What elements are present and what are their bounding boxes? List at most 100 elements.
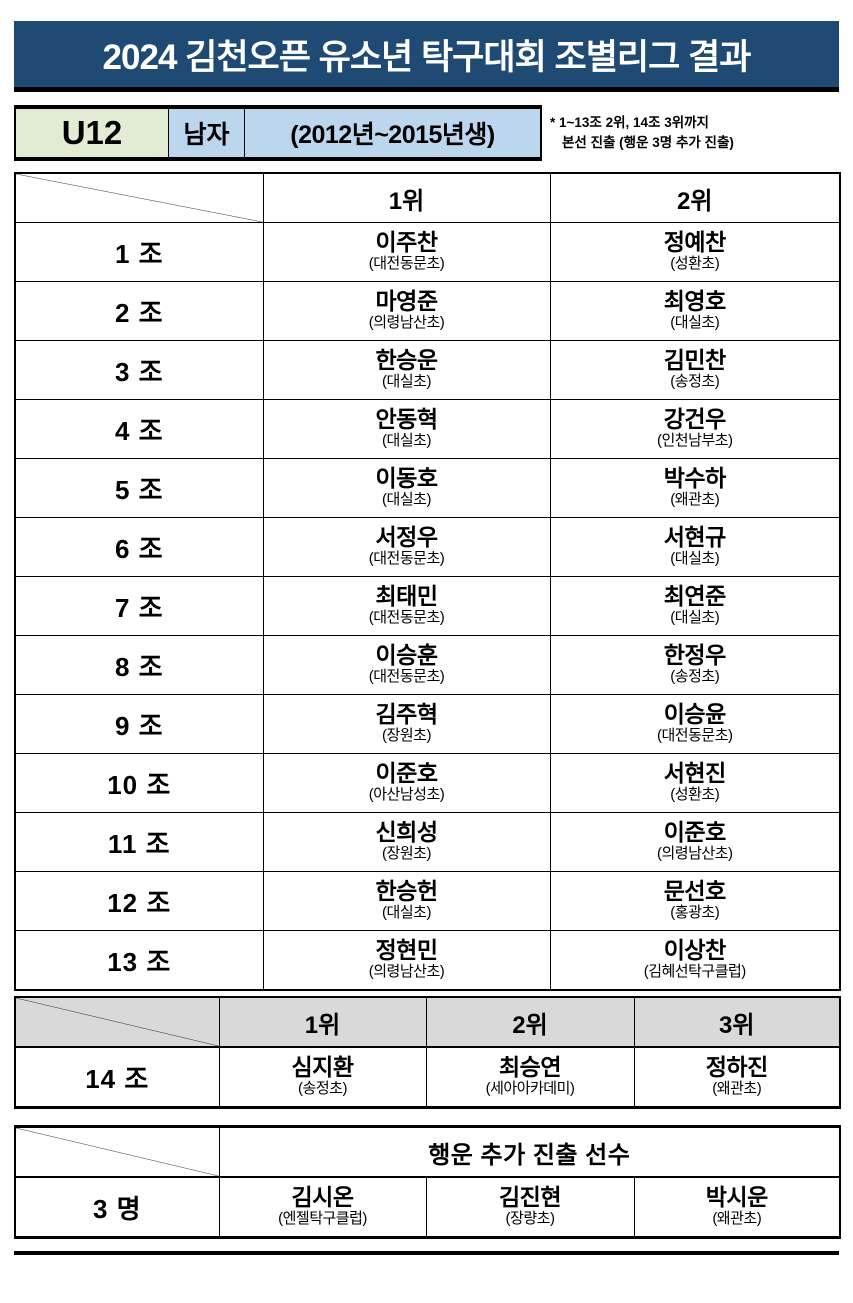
player-name: 이승훈 (375, 642, 438, 669)
qualification-note-line2: 본선 진출 (행운 3명 추가 진출) (562, 135, 734, 150)
player-name: 이승윤 (663, 701, 726, 728)
player-name: 문선호 (663, 878, 726, 905)
table-row: 14 조 심지환 (송정초) 최승연 (세아아카데미) 정하진 (왜관초) (14, 1046, 841, 1109)
gender-label: 남자 (169, 105, 245, 161)
column-header-rank-2: 2위 (549, 172, 841, 223)
rank-2-player: 강건우 (인천남부초) (549, 399, 841, 459)
player-entry: 한승헌 (대실초) (264, 876, 550, 926)
group-label-13: 13 조 (14, 930, 264, 991)
table-header-row: 1위 2위 (14, 172, 841, 223)
qualification-note: * 1~13조 2위, 14조 3위까지 본선 진출 (행운 3명 추가 진출) (542, 105, 839, 161)
rank-3-player: 정하진 (왜관초) (633, 1046, 841, 1109)
player-entry: 정현민 (의령남산초) (264, 935, 550, 985)
player-entry: 이승훈 (대전동문초) (264, 640, 550, 690)
group14-results-table: 1위 2위 3위 14 조 심지환 (송정초) 최승연 (세아아카데미) 정하진 (왜관초) (14, 996, 841, 1109)
table-row: 7 조 최태민 (대전동문초) 최연준 (대실초) (14, 576, 841, 636)
rank-2-player: 한정우 (송정초) (549, 635, 841, 695)
rank-1-player: 이주찬 (대전동문초) (262, 222, 551, 282)
player-entry: 이준호 (의령남산초) (551, 817, 840, 867)
table-row: 6 조 서정우 (대전동문초) 서현규 (대실초) (14, 517, 841, 577)
player-club: (엔젤탁구클럽) (278, 1210, 367, 1228)
rank-1-player: 김주혁 (장원초) (262, 694, 551, 754)
player-name: 김시온 (291, 1184, 354, 1211)
diagonal-line-icon (16, 174, 263, 222)
table-row: 9 조 김주혁 (장원초) 이승윤 (대전동문초) (14, 694, 841, 754)
player-entry: 이준호 (아산남성초) (264, 758, 550, 808)
player-name: 마영준 (375, 288, 438, 315)
group-label-4: 4 조 (14, 399, 264, 459)
player-entry: 이상찬 (김혜선탁구클럽) (551, 935, 840, 985)
player-entry: 서현진 (성환초) (551, 758, 840, 808)
column-header-rank-3: 3위 (633, 996, 841, 1048)
rank-2-player: 이상찬 (김혜선탁구클럽) (549, 930, 841, 991)
rank-1-player: 서정우 (대전동문초) (262, 517, 551, 577)
lucky-qualifiers-header-label: 행운 추가 진출 선수 (218, 1125, 842, 1178)
player-name: 한정우 (663, 642, 726, 669)
rank-2-player: 정예찬 (성환초) (549, 222, 841, 282)
player-club: (대실초) (670, 609, 720, 627)
player-club: (대전동문초) (368, 255, 445, 273)
lucky-qualifiers-body: 행운 추가 진출 선수 3 명 김시온 (엔젤탁구클럽) 김진현 (장량초) 박시운 (왜관초… (14, 1125, 842, 1239)
column-header-rank-1: 1위 (262, 172, 551, 223)
rank-1-player: 한승헌 (대실초) (262, 871, 551, 931)
player-entry: 한정우 (송정초) (551, 640, 840, 690)
player-name: 서현규 (663, 524, 726, 551)
player-entry: 정예찬 (성환초) (551, 227, 840, 277)
player-name: 심지환 (291, 1054, 354, 1081)
group14-header-row: 1위 2위 3위 (14, 996, 841, 1048)
rank-2-player: 이준호 (의령남산초) (549, 812, 841, 872)
rank-1-player: 이승훈 (대전동문초) (262, 635, 551, 695)
lucky-count-label: 3 명 (14, 1176, 220, 1239)
player-entry: 신희성 (장원초) (264, 817, 550, 867)
group14-results-body: 1위 2위 3위 14 조 심지환 (송정초) 최승연 (세아아카데미) 정하진 (왜관초) (14, 996, 841, 1109)
diagonal-line-icon (16, 1128, 219, 1176)
player-entry: 박시운 (왜관초) (635, 1182, 840, 1232)
rank-1-player: 마영준 (의령남산초) (262, 281, 551, 341)
table-row: 3 명 김시온 (엔젤탁구클럽) 김진현 (장량초) 박시운 (왜관초) (14, 1176, 842, 1239)
player-entry: 김진현 (장량초) (427, 1182, 634, 1232)
player-entry: 이동호 (대실초) (264, 463, 550, 513)
player-name: 신희성 (375, 819, 438, 846)
group-label-7: 7 조 (14, 576, 264, 636)
rank-2-player: 서현규 (대실초) (549, 517, 841, 577)
bottom-divider (14, 1251, 839, 1255)
player-entry: 안동혁 (대실초) (264, 404, 550, 454)
rank-2-player: 박수하 (왜관초) (549, 458, 841, 518)
rank-1-player: 이동호 (대실초) (262, 458, 551, 518)
lucky-header-row: 행운 추가 진출 선수 (14, 1125, 842, 1178)
player-club: (대실초) (382, 373, 431, 391)
player-club: (대실초) (670, 314, 720, 332)
player-club: (왜관초) (712, 1210, 762, 1228)
player-name: 서정우 (375, 524, 438, 551)
player-name: 박수하 (663, 465, 726, 492)
player-name: 최영호 (663, 288, 726, 315)
lucky-player-3: 박시운 (왜관초) (633, 1176, 842, 1239)
group-results-body: 1위 2위 1 조 이주찬 (대전동문초) 정예찬 (성환초) 2 조 마영준 (의령남산초) 최영… (14, 172, 841, 991)
rank-2-player: 서현진 (성환초) (549, 753, 841, 813)
qualification-note-line1: * 1~13조 2위, 14조 3위까지 (550, 115, 709, 131)
player-club: (왜관초) (670, 491, 720, 509)
group-label-3: 3 조 (14, 340, 264, 400)
rank-2-player: 최연준 (대실초) (549, 576, 841, 636)
group-label-6: 6 조 (14, 517, 264, 577)
group-label-8: 8 조 (14, 635, 264, 695)
rank-1-player: 신희성 (장원초) (262, 812, 551, 872)
table-row: 10 조 이준호 (아산남성초) 서현진 (성환초) (14, 753, 841, 813)
player-club: (왜관초) (712, 1080, 762, 1098)
player-name: 한승헌 (375, 878, 438, 905)
player-name: 강건우 (663, 406, 726, 433)
player-name: 김주혁 (375, 701, 438, 728)
player-entry: 한승운 (대실초) (264, 345, 550, 395)
player-name: 서현진 (663, 760, 726, 787)
group-label-10: 10 조 (14, 753, 264, 813)
player-club: (대전동문초) (368, 609, 445, 627)
column-header-rank-2: 2위 (425, 996, 635, 1048)
rank-2-player: 김민찬 (송정초) (549, 340, 841, 400)
player-entry: 최태민 (대전동문초) (264, 581, 550, 631)
player-club: (대실초) (670, 550, 720, 568)
group-label-2: 2 조 (14, 281, 264, 341)
player-entry: 이주찬 (대전동문초) (264, 227, 550, 277)
lucky-player-2: 김진현 (장량초) (425, 1176, 635, 1239)
group-results-table: 1위 2위 1 조 이주찬 (대전동문초) 정예찬 (성환초) 2 조 마영준 (의령남산초) 최영… (14, 172, 841, 991)
table-row: 3 조 한승운 (대실초) 김민찬 (송정초) (14, 340, 841, 400)
